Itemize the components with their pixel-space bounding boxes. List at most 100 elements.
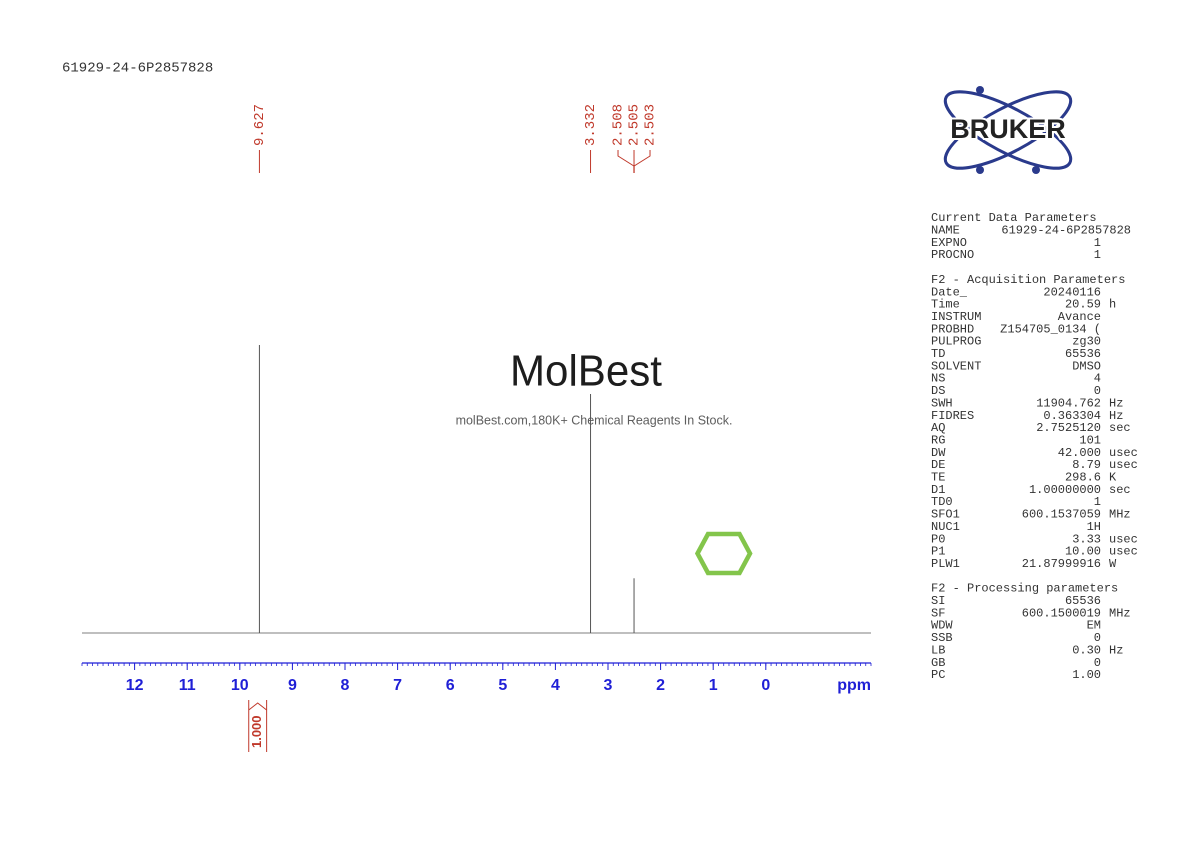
parameter-value: 0 [1094, 631, 1101, 645]
logo-orbit [943, 90, 1073, 170]
parameter-unit: MHz [1109, 606, 1131, 620]
parameter-name: SF [931, 606, 945, 620]
parameter-value: Avance [1058, 310, 1101, 324]
parameter-name: DS [931, 384, 945, 398]
parameter-value: Z154705_0134 ( [1000, 322, 1101, 336]
parameter-value: EM [1087, 619, 1101, 633]
parameter-value: 600.1537059 [1022, 508, 1101, 522]
parameter-heading: Current Data Parameters [931, 211, 1097, 225]
parameter-name: AQ [931, 421, 945, 435]
parameter-name: NUC1 [931, 520, 960, 534]
parameter-name: NS [931, 372, 945, 386]
parameter-name: DE [931, 458, 945, 472]
parameter-value: 2.7525120 [1036, 421, 1101, 435]
peak-label: 2.505 [627, 104, 643, 146]
x-tick-label: 6 [446, 677, 455, 694]
watermark-name: MolBest [510, 347, 662, 396]
parameter-value: 0 [1094, 384, 1101, 398]
parameter-value: 0.30 [1072, 643, 1101, 657]
parameter-name: TE [931, 471, 945, 485]
parameter-name: TD0 [931, 495, 953, 509]
parameter-name: PULPROG [931, 335, 981, 349]
peak-label-line [633, 150, 651, 173]
parameter-value: 20240116 [1043, 285, 1101, 299]
parameter-name: LB [931, 643, 945, 657]
parameter-value: 1 [1094, 236, 1101, 250]
x-tick-label: 3 [604, 677, 613, 694]
parameter-value: 298.6 [1065, 471, 1101, 485]
parameter-name: PROCNO [931, 248, 974, 262]
parameter-unit: h [1109, 298, 1116, 312]
parameter-name: SSB [931, 631, 953, 645]
logo-text: BRUKER [950, 114, 1066, 144]
x-tick-label: 11 [179, 677, 196, 694]
x-tick-label: 12 [126, 677, 144, 694]
logo-orbit [943, 90, 1073, 170]
parameter-heading: F2 - Acquisition Parameters [931, 273, 1125, 287]
integral-bracket [248, 700, 268, 752]
logo-dot [976, 166, 984, 174]
parameter-unit: sec [1109, 421, 1131, 435]
peak-label-line [617, 150, 635, 173]
parameter-value: 600.1500019 [1022, 606, 1101, 620]
parameter-name: PC [931, 668, 945, 682]
parameter-name: EXPNO [931, 236, 967, 250]
parameter-name: GB [931, 656, 945, 670]
parameter-value: 11904.762 [1036, 396, 1101, 410]
x-tick-label: 2 [656, 677, 665, 694]
parameter-name: Time [931, 298, 960, 312]
peak-label: 2.508 [611, 104, 627, 146]
spectrum-title: 61929-24-6P2857828 [62, 61, 213, 77]
parameter-value: 1 [1094, 495, 1101, 509]
parameter-unit: Hz [1109, 409, 1123, 423]
x-tick-label: 9 [288, 677, 297, 694]
parameter-value: 3.33 [1072, 532, 1101, 546]
parameter-name: FIDRES [931, 409, 974, 423]
parameter-name: TD [931, 347, 945, 361]
parameter-name: WDW [931, 619, 953, 633]
x-tick-label: 1 [709, 677, 718, 694]
parameter-unit: sec [1109, 483, 1131, 497]
parameter-name: SOLVENT [931, 359, 981, 373]
parameter-name: PLW1 [931, 557, 960, 571]
parameter-unit: MHz [1109, 508, 1131, 522]
parameter-name: P1 [931, 545, 945, 559]
parameter-value: 1 [1094, 248, 1101, 262]
parameter-value: 65536 [1065, 347, 1101, 361]
parameter-value: 8.79 [1072, 458, 1101, 472]
parameter-value: 20.59 [1065, 298, 1101, 312]
parameter-heading: F2 - Processing parameters [931, 582, 1118, 596]
parameter-unit: K [1109, 471, 1117, 485]
parameter-name: SWH [931, 396, 953, 410]
watermark: MolBest molBest.com,180K+ Chemical Reage… [456, 347, 753, 576]
x-tick-label: 4 [551, 677, 560, 694]
parameter-unit: usec [1109, 532, 1138, 546]
parameter-name: SFO1 [931, 508, 960, 522]
peak-label: 9.627 [252, 104, 268, 146]
parameter-value: 65536 [1065, 594, 1101, 608]
logo-dot [976, 86, 984, 94]
parameter-value: 21.87999916 [1022, 557, 1101, 571]
parameter-unit: Hz [1109, 396, 1123, 410]
parameter-unit: usec [1109, 446, 1138, 460]
x-axis-label: ppm [837, 677, 871, 694]
x-tick-label: 7 [393, 677, 402, 694]
parameter-value: zg30 [1072, 335, 1101, 349]
parameter-name: NAME [931, 224, 960, 238]
parameter-name: D1 [931, 483, 945, 497]
parameter-name: PROBHD [931, 322, 974, 336]
parameter-name: RG [931, 433, 945, 447]
parameter-value: 0.363304 [1043, 409, 1101, 423]
parameter-value: 10.00 [1065, 545, 1101, 559]
parameter-name: INSTRUM [931, 310, 981, 324]
watermark-tagline: molBest.com,180K+ Chemical Reagents In S… [456, 413, 733, 427]
integral-label: 1.000 [249, 715, 264, 748]
peak-label: 3.332 [583, 104, 599, 146]
parameter-value: 4 [1094, 372, 1101, 386]
parameter-value: 1.00000000 [1029, 483, 1101, 497]
logo-dot [1032, 166, 1040, 174]
peak-label: 2.503 [643, 104, 659, 146]
